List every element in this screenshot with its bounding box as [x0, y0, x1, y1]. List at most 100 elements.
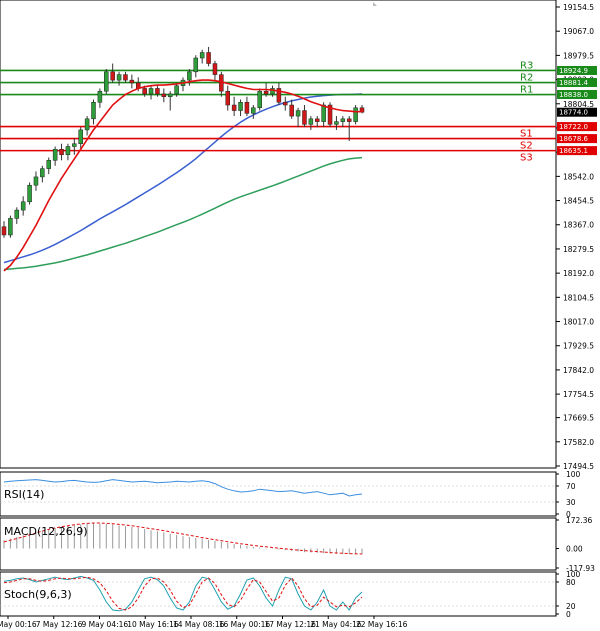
macd-label: MACD(12,26,9)	[4, 525, 88, 538]
candle-body	[244, 102, 250, 114]
candle-body	[110, 71, 115, 81]
stoch-label: Stoch(9,6,3)	[4, 588, 72, 601]
stoch-tick-label: 100	[566, 570, 581, 579]
candle-body	[40, 168, 45, 178]
candle-body	[346, 118, 352, 122]
macd-tick-label: -117.93	[566, 564, 595, 573]
stoch-k-line	[3, 575, 363, 612]
macd-signal-line	[3, 522, 363, 555]
price-tick-label: 18979.5	[563, 51, 594, 60]
macd-pane-frame	[0, 517, 557, 571]
level-label-r1: R1	[520, 85, 533, 96]
candle-body	[353, 107, 358, 122]
stoch-pane-frame	[0, 571, 557, 617]
candle-body	[97, 90, 103, 103]
ma-green-series	[3, 156, 363, 271]
price-tick-label: 17929.5	[563, 342, 594, 351]
candle-body	[167, 93, 173, 97]
price-tick-label: 18367.0	[563, 221, 594, 230]
candle-body	[199, 52, 205, 59]
price-tick-label: 18192.0	[563, 269, 594, 278]
ma-red-series	[3, 79, 362, 272]
level-tag-bg	[557, 65, 597, 75]
candle-body	[212, 63, 218, 75]
candle-body	[142, 88, 147, 95]
candle-body	[59, 149, 64, 156]
candle-body	[1, 226, 7, 236]
rsi-tick-label: 30	[566, 498, 576, 507]
level-tag-bg	[557, 134, 597, 144]
time-tick-label: 10 May 16:16	[127, 620, 179, 629]
current-price-tag-bg	[557, 107, 597, 117]
price-tick-label: 18542.0	[563, 172, 594, 181]
candle-body	[225, 90, 230, 106]
candle-body	[91, 102, 96, 120]
price-tick-label: 19154.5	[563, 3, 594, 12]
rsi-series	[0, 479, 556, 503]
macd-pane: MACD(12,26,9)	[0, 517, 557, 571]
candle-body	[174, 85, 179, 95]
candle-body	[46, 160, 51, 169]
candle-body	[65, 146, 71, 156]
level-tag-text: 18881.4	[559, 79, 588, 87]
candle-body	[129, 79, 135, 84]
candle-body	[193, 57, 199, 73]
candle-body	[231, 104, 237, 111]
candle-body	[148, 88, 154, 95]
ma-red-line	[3, 79, 362, 272]
price-pane-frame	[0, 0, 557, 469]
time-tick-label: 6 May 00:16	[0, 620, 37, 629]
candle-body	[33, 176, 39, 186]
stoch-d-line	[3, 576, 363, 611]
level-label-s1: S1	[520, 129, 533, 140]
candle-body	[334, 121, 339, 125]
candle-body	[308, 118, 314, 125]
macd-tick-label: 172.36	[566, 516, 592, 525]
stoch-tick-label: 80	[566, 578, 576, 587]
candle-body	[257, 90, 262, 109]
candle-body	[20, 201, 26, 211]
price-tick-label: 17754.5	[563, 390, 594, 399]
candle-body	[78, 129, 83, 144]
time-tick-label: 22 May 16:16	[356, 620, 408, 629]
level-price-tags: 18924.9 18881.4 18838.0 18722.0 18678.6 18635…	[557, 65, 597, 156]
rsi-line	[3, 479, 363, 497]
candle-body	[161, 93, 167, 97]
time-tick-label: 14 May 08:16	[173, 620, 225, 629]
macd-series	[3, 522, 363, 555]
current-price-tag-text: 18774.0	[559, 109, 588, 117]
candle-body	[327, 104, 333, 125]
stoch-tick-label: 0	[566, 610, 571, 619]
price-tick-label: 17494.5	[563, 462, 594, 471]
candle-body	[84, 118, 90, 131]
price-tick-label: 18804.5	[563, 100, 594, 109]
level-tag-bg	[557, 90, 597, 100]
candle-body	[251, 107, 256, 114]
ma-green-line	[3, 156, 363, 271]
rsi-label: RSI(14)	[4, 488, 44, 501]
candles-series	[1, 46, 365, 238]
price-tick-label: 18454.5	[563, 197, 594, 206]
rsi-tick-label: 70	[566, 482, 576, 491]
level-label-r3: R3	[520, 60, 533, 71]
candle-body	[321, 104, 326, 122]
level-tag-bg	[557, 122, 597, 132]
stoch-series	[0, 575, 556, 612]
stoch-tick-label: 20	[566, 602, 576, 611]
rsi-pane: RSI(14)	[0, 471, 557, 517]
candle-body	[155, 88, 160, 95]
level-label-r2: R2	[520, 73, 533, 84]
candle-body	[187, 71, 192, 81]
candle-body	[283, 102, 288, 106]
level-tag-text: 18924.9	[559, 67, 588, 75]
price-tick-label: 18104.5	[563, 293, 594, 302]
candle-body	[276, 88, 282, 103]
rsi-tick-label: 0	[566, 510, 571, 519]
candle-body	[27, 184, 32, 203]
stoch-pane: Stoch(9,6,3)	[0, 571, 557, 617]
price-tick-label: 17842.0	[563, 366, 594, 375]
candle-body	[289, 104, 294, 117]
candle-body	[238, 102, 243, 111]
level-label-s3: S3	[520, 153, 533, 164]
